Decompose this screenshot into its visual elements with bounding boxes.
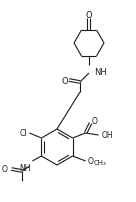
Text: O: O: [86, 11, 92, 19]
Text: NH: NH: [94, 68, 107, 77]
Text: O: O: [62, 76, 68, 85]
Text: O: O: [92, 116, 98, 125]
Text: Cl: Cl: [20, 128, 27, 137]
Text: NH: NH: [19, 163, 30, 172]
Text: O: O: [1, 165, 7, 174]
Text: CH₃: CH₃: [94, 159, 106, 165]
Text: OH: OH: [102, 131, 113, 140]
Text: O: O: [88, 157, 93, 166]
